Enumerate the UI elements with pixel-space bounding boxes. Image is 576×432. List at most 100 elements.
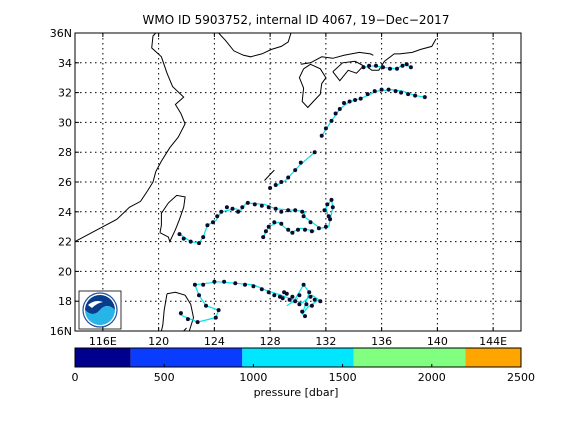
x-tick-label: 124 <box>204 335 225 348</box>
colorbar-bin <box>242 348 354 367</box>
y-tick-label: 20 <box>58 265 72 278</box>
float-position-point <box>178 311 183 316</box>
y-tick-label: 36N <box>50 27 72 40</box>
float-position-point <box>181 236 186 241</box>
float-position-point <box>259 203 264 208</box>
float-position-point <box>293 168 298 173</box>
float-position-point <box>342 101 346 105</box>
float-position-point <box>245 200 250 205</box>
noaa-logo <box>78 290 122 330</box>
colorbar-bin <box>75 348 131 367</box>
float-position-point <box>211 220 215 225</box>
float-position-point <box>307 290 312 295</box>
float-position-point <box>316 226 321 231</box>
float-position-point <box>325 202 330 207</box>
float-position-point <box>266 224 271 229</box>
float-position-point <box>268 186 273 190</box>
x-tick-label: 132 <box>315 335 336 348</box>
float-position-point <box>240 205 245 210</box>
float-position-point <box>309 229 314 234</box>
float-position-point <box>395 66 399 71</box>
colorbar-bin <box>353 348 466 367</box>
float-position-point <box>243 282 247 287</box>
float-position-point <box>329 197 334 202</box>
coastline <box>160 293 168 331</box>
float-position-point <box>308 220 313 225</box>
float-position-point <box>263 229 268 234</box>
float-position-point <box>197 241 201 246</box>
float-position-point <box>361 65 366 70</box>
float-position-point <box>312 150 317 155</box>
colorbar-tick-label: 500 <box>154 371 175 384</box>
chart-title: WMO ID 5903752, internal ID 4067, 19−Dec… <box>143 13 450 27</box>
y-tick-label: 18 <box>58 295 72 308</box>
colorbar-bin <box>130 348 243 367</box>
float-position-point <box>252 202 257 207</box>
float-position-point <box>303 227 307 232</box>
y-tick-label: 22 <box>58 236 72 249</box>
float-position-point <box>301 214 306 219</box>
float-position-point <box>286 208 291 213</box>
colorbar-tick-label: 1500 <box>329 371 357 384</box>
float-position-point <box>308 294 313 299</box>
y-tick-label: 34 <box>58 57 72 70</box>
float-position-point <box>266 205 271 210</box>
float-position-point <box>406 92 411 97</box>
colorbar-frame <box>74 347 522 368</box>
colorbar-tick-label: 1000 <box>239 371 267 384</box>
x-tick-label: 136 <box>371 335 392 348</box>
colorbar-tick-label: 0 <box>72 371 79 384</box>
float-position-point <box>272 293 277 298</box>
colorbar <box>75 348 521 367</box>
float-position-point <box>287 297 292 302</box>
float-position-point <box>273 183 278 187</box>
float-position-point <box>388 66 392 71</box>
float-position-point <box>286 175 291 180</box>
float-position-point <box>328 217 333 222</box>
coastline <box>332 60 365 82</box>
float-position-point <box>309 303 314 308</box>
float-position-point <box>372 89 377 94</box>
x-tick-label: 116E <box>89 335 117 348</box>
float-position-point <box>408 65 413 70</box>
float-position-point <box>273 206 278 211</box>
coastlines <box>75 33 437 331</box>
y-tick-label: 30 <box>58 116 72 129</box>
float-position-point <box>216 308 221 313</box>
float-position-point <box>205 223 210 228</box>
float-position-point <box>280 296 285 301</box>
float-position-point <box>219 209 224 214</box>
float-position-point <box>337 107 342 111</box>
float-position-point <box>312 297 317 302</box>
float-position-point <box>322 208 327 213</box>
float-position-point <box>224 205 229 210</box>
float-position-point <box>201 282 206 287</box>
float-position-point <box>297 293 302 298</box>
x-axis-ticks: 116E 120 124 128 132 136 140 144E <box>89 33 507 348</box>
float-position-point <box>367 63 372 68</box>
float-position-point <box>236 209 241 214</box>
float-position-point <box>379 87 384 92</box>
float-position-point <box>222 279 227 284</box>
float-position-point <box>279 209 284 214</box>
float-positions <box>177 62 427 325</box>
plot-frame <box>74 32 522 332</box>
coastline <box>300 51 374 65</box>
float-position-point <box>386 87 391 92</box>
x-tick-label: 144E <box>479 335 507 348</box>
float-position-point <box>213 315 218 320</box>
float-position-point <box>330 205 335 210</box>
x-tick-label: 128 <box>260 335 281 348</box>
float-position-point <box>297 302 302 307</box>
float-position-point <box>333 111 338 116</box>
float-position-point <box>279 180 284 184</box>
colorbar-label: pressure [dbar] <box>254 386 339 399</box>
float-position-point <box>400 63 405 68</box>
float-position-point <box>185 317 190 322</box>
y-tick-label: 26 <box>58 176 72 189</box>
y-tick-label: 24 <box>58 206 72 219</box>
float-position-point <box>296 227 300 232</box>
y-tick-label: 16N <box>50 325 72 338</box>
float-position-point <box>201 235 206 240</box>
